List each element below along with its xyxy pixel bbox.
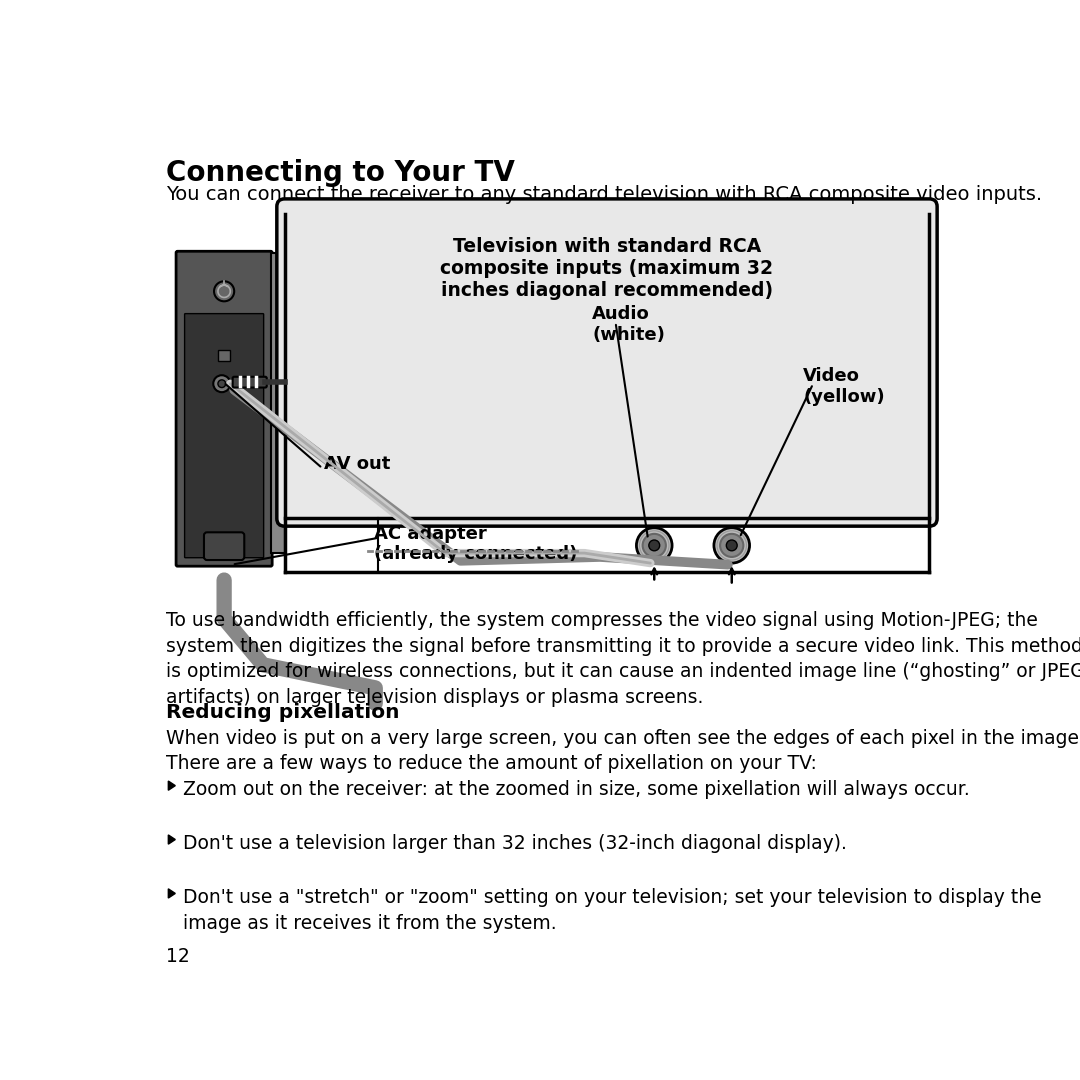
Circle shape xyxy=(727,540,738,551)
FancyBboxPatch shape xyxy=(185,313,264,557)
Bar xyxy=(218,350,230,361)
Text: Don't use a television larger than 32 inches (32-inch diagonal display).: Don't use a television larger than 32 in… xyxy=(183,834,847,853)
Text: Audio
(white): Audio (white) xyxy=(592,306,665,343)
Text: You can connect the receiver to any standard television with RCA composite video: You can connect the receiver to any stan… xyxy=(166,185,1042,204)
Text: AC adapter
(already connected): AC adapter (already connected) xyxy=(374,525,577,564)
FancyBboxPatch shape xyxy=(232,377,267,388)
Bar xyxy=(271,253,284,553)
Circle shape xyxy=(636,528,672,563)
Text: AV out: AV out xyxy=(324,455,391,473)
Polygon shape xyxy=(168,835,175,845)
Text: Don't use a "stretch" or "zoom" setting on your television; set your television : Don't use a "stretch" or "zoom" setting … xyxy=(183,888,1042,933)
Circle shape xyxy=(643,534,666,557)
Polygon shape xyxy=(168,781,175,791)
Text: To use bandwidth efficiently, the system compresses the video signal using Motio: To use bandwidth efficiently, the system… xyxy=(166,611,1080,707)
Polygon shape xyxy=(168,889,175,899)
FancyBboxPatch shape xyxy=(204,532,244,561)
Text: Connecting to Your TV: Connecting to Your TV xyxy=(166,159,515,187)
Circle shape xyxy=(213,375,230,392)
FancyBboxPatch shape xyxy=(176,252,272,566)
Circle shape xyxy=(720,534,743,557)
Text: Reducing pixellation: Reducing pixellation xyxy=(166,703,400,723)
Text: Television with standard RCA
composite inputs (maximum 32
inches diagonal recomm: Television with standard RCA composite i… xyxy=(441,237,773,299)
Circle shape xyxy=(218,380,226,388)
Text: 12: 12 xyxy=(166,947,190,967)
FancyBboxPatch shape xyxy=(276,199,937,526)
Text: Zoom out on the receiver: at the zoomed in size, some pixellation will always oc: Zoom out on the receiver: at the zoomed … xyxy=(183,780,970,799)
Circle shape xyxy=(214,281,234,301)
Text: When video is put on a very large screen, you can often see the edges of each pi: When video is put on a very large screen… xyxy=(166,729,1080,773)
Text: Video
(yellow): Video (yellow) xyxy=(804,367,885,406)
Circle shape xyxy=(714,528,750,563)
Circle shape xyxy=(649,540,660,551)
